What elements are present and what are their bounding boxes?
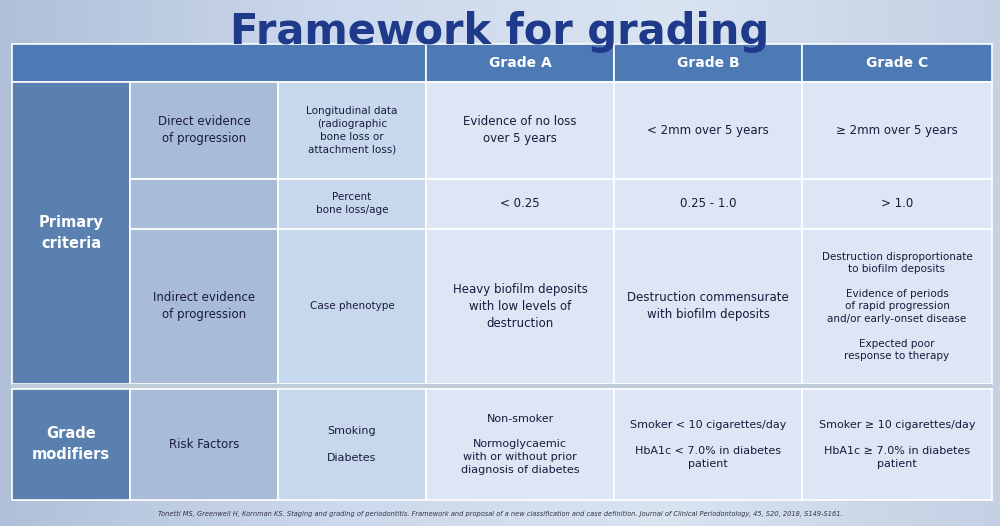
FancyBboxPatch shape	[426, 44, 614, 82]
FancyBboxPatch shape	[802, 179, 992, 229]
FancyBboxPatch shape	[12, 389, 130, 500]
FancyBboxPatch shape	[426, 179, 614, 229]
Text: Indirect evidence
of progression: Indirect evidence of progression	[153, 291, 255, 321]
Text: ≥ 2mm over 5 years: ≥ 2mm over 5 years	[836, 124, 958, 137]
Text: Percent
bone loss/age: Percent bone loss/age	[316, 193, 388, 215]
Text: Grade B: Grade B	[677, 56, 739, 69]
FancyBboxPatch shape	[130, 389, 278, 500]
FancyBboxPatch shape	[278, 179, 426, 229]
FancyBboxPatch shape	[614, 229, 802, 384]
Text: 0.25 - 1.0: 0.25 - 1.0	[680, 197, 736, 210]
Text: Smoking

Diabetes: Smoking Diabetes	[327, 426, 377, 463]
Text: < 0.25: < 0.25	[500, 197, 540, 210]
Text: Tonetti MS, Greenwell H, Kornman KS. Staging and grading of periodontitis. Frame: Tonetti MS, Greenwell H, Kornman KS. Sta…	[158, 511, 842, 518]
Text: Non-smoker

Normoglycaemic
with or without prior
diagnosis of diabetes: Non-smoker Normoglycaemic with or withou…	[461, 414, 579, 475]
FancyBboxPatch shape	[614, 82, 802, 179]
Text: Evidence of no loss
over 5 years: Evidence of no loss over 5 years	[463, 115, 577, 145]
FancyBboxPatch shape	[802, 229, 992, 384]
FancyBboxPatch shape	[802, 82, 992, 179]
FancyBboxPatch shape	[426, 389, 614, 500]
Text: Grade
modifiers: Grade modifiers	[32, 427, 110, 462]
FancyBboxPatch shape	[426, 229, 614, 384]
Text: > 1.0: > 1.0	[881, 197, 913, 210]
FancyBboxPatch shape	[12, 384, 992, 390]
FancyBboxPatch shape	[802, 389, 992, 500]
Text: Smoker < 10 cigarettes/day

HbA1c < 7.0% in diabetes
patient: Smoker < 10 cigarettes/day HbA1c < 7.0% …	[630, 420, 786, 469]
Text: Case phenotype: Case phenotype	[310, 301, 394, 311]
Text: Grade C: Grade C	[866, 56, 928, 69]
FancyBboxPatch shape	[426, 82, 614, 179]
Text: Direct evidence
of progression: Direct evidence of progression	[158, 115, 250, 145]
FancyBboxPatch shape	[130, 82, 278, 179]
Text: < 2mm over 5 years: < 2mm over 5 years	[647, 124, 769, 137]
Text: Primary
criteria: Primary criteria	[39, 215, 103, 251]
Text: Framework for grading: Framework for grading	[230, 11, 770, 53]
FancyBboxPatch shape	[614, 179, 802, 229]
Text: Risk Factors: Risk Factors	[169, 438, 239, 451]
FancyBboxPatch shape	[802, 44, 992, 82]
FancyBboxPatch shape	[12, 44, 426, 82]
FancyBboxPatch shape	[130, 179, 278, 229]
FancyBboxPatch shape	[12, 82, 130, 384]
FancyBboxPatch shape	[614, 389, 802, 500]
FancyBboxPatch shape	[278, 82, 426, 179]
FancyBboxPatch shape	[278, 389, 426, 500]
Text: Longitudinal data
(radiographic
bone loss or
attachment loss): Longitudinal data (radiographic bone los…	[306, 106, 398, 155]
FancyBboxPatch shape	[614, 44, 802, 82]
Text: Smoker ≥ 10 cigarettes/day

HbA1c ≥ 7.0% in diabetes
patient: Smoker ≥ 10 cigarettes/day HbA1c ≥ 7.0% …	[819, 420, 975, 469]
Text: Destruction disproportionate
to biofilm deposits

Evidence of periods
of rapid p: Destruction disproportionate to biofilm …	[822, 252, 972, 361]
FancyBboxPatch shape	[278, 229, 426, 384]
FancyBboxPatch shape	[130, 229, 278, 384]
Text: Grade A: Grade A	[489, 56, 551, 69]
Text: Heavy biofilm deposits
with low levels of
destruction: Heavy biofilm deposits with low levels o…	[453, 283, 587, 330]
Text: Destruction commensurate
with biofilm deposits: Destruction commensurate with biofilm de…	[627, 291, 789, 321]
